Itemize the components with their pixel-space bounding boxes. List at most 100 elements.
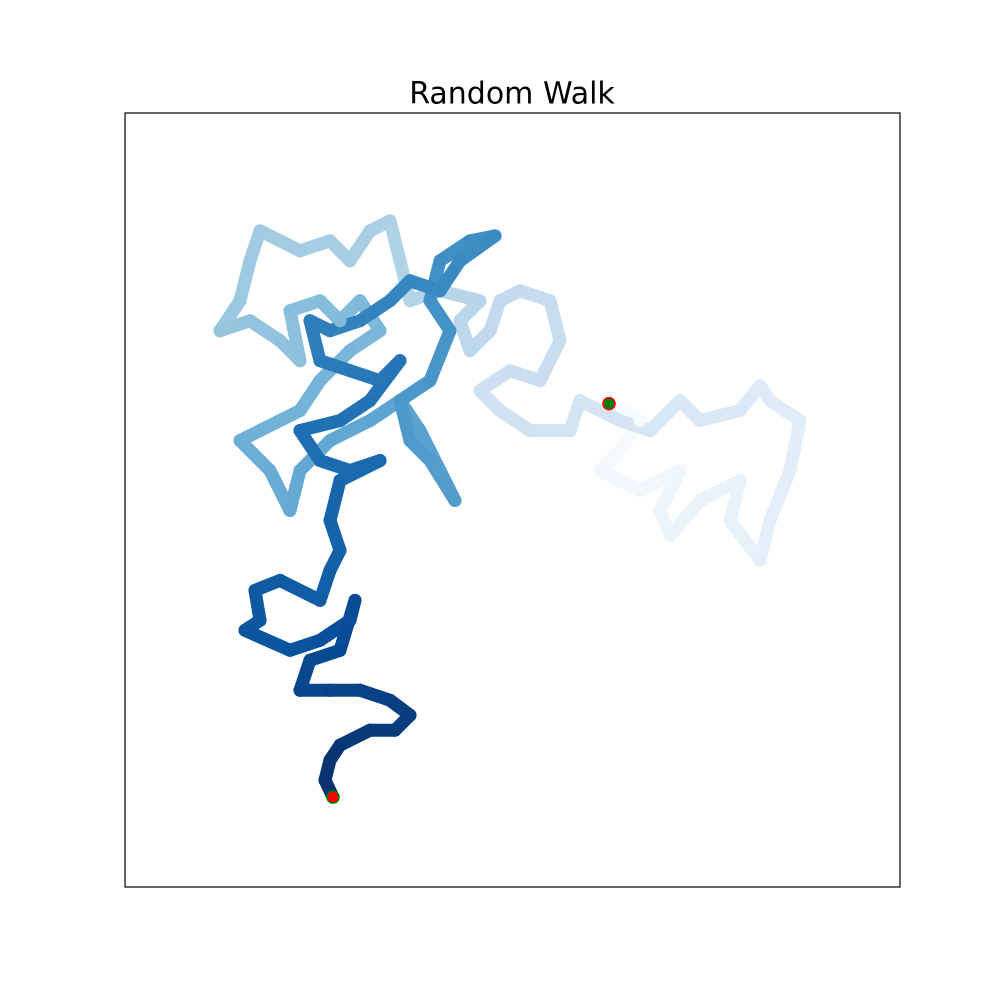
walk-point <box>363 224 377 238</box>
walk-segment <box>323 414 377 448</box>
walk-point <box>373 324 387 338</box>
walk-point <box>433 254 447 268</box>
walk-segment <box>763 464 797 527</box>
walk-point <box>643 424 657 438</box>
walk-point <box>613 444 627 458</box>
walk-segment <box>653 464 687 517</box>
walk-point <box>393 354 407 368</box>
walk-point <box>333 543 347 557</box>
walk-point <box>753 553 767 567</box>
walk-point <box>283 643 297 657</box>
walk-point <box>393 254 407 268</box>
walk-point <box>293 683 307 697</box>
walk-segment <box>693 404 747 428</box>
walk-point <box>423 454 437 468</box>
walk-point <box>593 464 607 478</box>
walk-point <box>613 414 627 428</box>
walk-point <box>323 324 337 338</box>
walk-point <box>403 274 417 288</box>
walk-point <box>253 613 267 627</box>
walk-segment <box>543 294 567 348</box>
walk-segment <box>663 493 707 542</box>
walk-point <box>783 464 797 478</box>
walk-point <box>283 503 297 517</box>
walk-point <box>383 693 397 707</box>
walk-segment <box>453 229 502 268</box>
walk-point <box>313 374 327 388</box>
walk-point <box>513 284 527 298</box>
walk-point <box>383 294 397 308</box>
walk-point <box>333 414 347 428</box>
walk-point <box>393 394 407 408</box>
walk-point <box>353 294 367 308</box>
walk-point <box>763 394 777 408</box>
walk-point <box>233 294 247 308</box>
walk-point <box>488 229 502 243</box>
walk-point <box>633 414 647 428</box>
walk-point <box>273 334 287 348</box>
walk-segment <box>573 394 627 428</box>
walk-point <box>343 464 357 478</box>
walk-point <box>333 314 347 328</box>
walk-point <box>673 464 687 478</box>
walk-point <box>753 379 767 393</box>
walk-segment <box>253 224 307 258</box>
walk-point <box>383 214 397 228</box>
walk-point <box>653 503 667 517</box>
walk-point <box>403 708 417 722</box>
chart-title: Random Walk <box>409 77 615 112</box>
walk-point <box>233 434 247 448</box>
walk-point <box>323 683 337 697</box>
walk-point <box>243 314 257 328</box>
walk-point <box>423 374 437 388</box>
walk-point <box>253 224 267 238</box>
walk-point <box>763 513 777 527</box>
walk-segment <box>533 334 567 388</box>
walk-point <box>523 424 537 438</box>
walk-point <box>533 374 547 388</box>
walk-point <box>293 354 307 368</box>
walk-point <box>733 404 747 418</box>
walk-point <box>333 474 347 488</box>
walk-point <box>663 528 677 542</box>
walk-segment <box>643 394 687 438</box>
walk-point <box>333 643 347 657</box>
walk-point <box>343 364 357 378</box>
walk-point <box>693 493 707 507</box>
walk-point <box>313 294 327 308</box>
start-point <box>602 396 616 411</box>
walk-point <box>343 254 357 268</box>
walk-point <box>553 334 567 348</box>
walk-point <box>363 394 377 408</box>
walk-point <box>318 773 332 787</box>
walk-segment <box>283 464 307 517</box>
walk-segment <box>593 464 647 498</box>
walk-segment <box>783 414 807 478</box>
walk-point <box>473 384 487 398</box>
walk-point <box>253 424 267 438</box>
walk-point <box>433 464 447 478</box>
walk-point <box>493 294 507 308</box>
walk-segment <box>323 474 347 527</box>
walk-segment <box>383 214 407 268</box>
walk-point <box>453 254 467 268</box>
walk-point <box>453 314 467 328</box>
walk-point <box>573 394 587 408</box>
walk-point <box>323 434 337 448</box>
walk-segment <box>333 454 387 488</box>
walk-point <box>343 613 357 627</box>
walk-point <box>323 753 337 767</box>
walk-point <box>503 364 517 378</box>
walk-point <box>323 563 337 577</box>
walk-point <box>388 723 402 737</box>
walk-point <box>483 324 497 338</box>
walk-segment <box>253 404 307 438</box>
walk-point <box>333 738 347 752</box>
walk-segment <box>283 304 307 368</box>
walk-point <box>313 593 327 607</box>
walk-segment <box>753 513 777 567</box>
walk-point <box>323 513 337 527</box>
walk-point <box>403 434 417 448</box>
